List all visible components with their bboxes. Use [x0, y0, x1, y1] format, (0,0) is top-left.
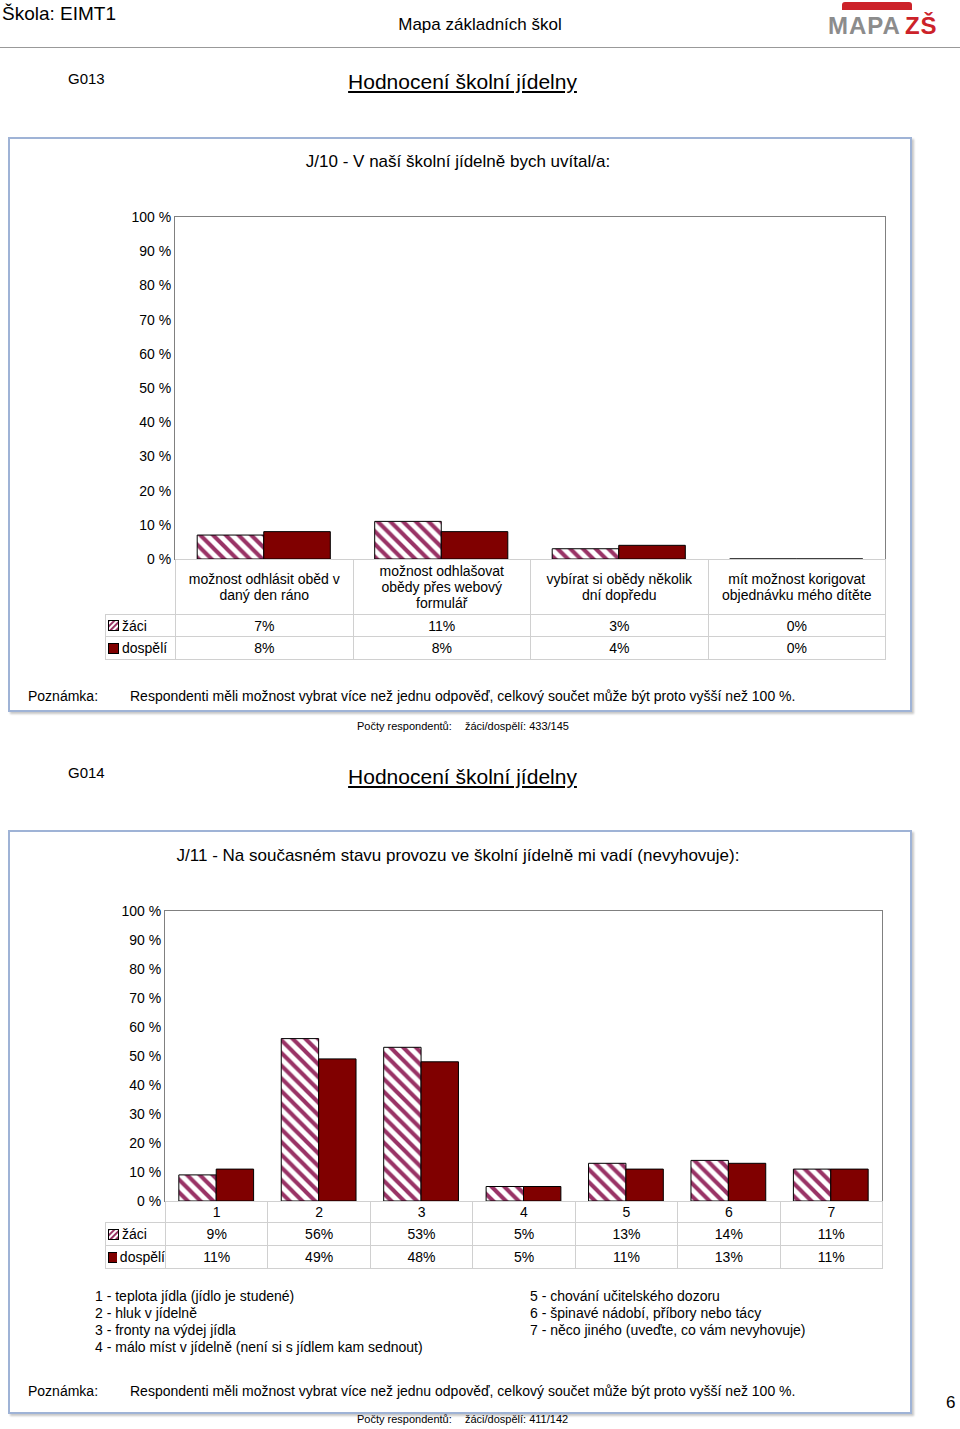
html-text:8%: 8%: [431, 640, 452, 656]
svg-text:60 %: 60 %: [139, 346, 171, 362]
html-text:14%: 14%: [714, 1226, 743, 1242]
html-text:možnost odhlásit oběd v daný d: možnost odhlásit oběd v daný den ráno: [188, 571, 340, 603]
html-text:11%: 11%: [612, 1249, 640, 1265]
html-text:7: 7: [827, 1204, 836, 1220]
svg-text:10 %: 10 %: [139, 517, 171, 533]
html-text:možnost odhlašovat obědy přes: možnost odhlašovat obědy přes webový for…: [379, 563, 504, 611]
html-text:49%: 49%: [305, 1249, 334, 1265]
html-text:0%: 0%: [786, 617, 807, 634]
html-text:J/11 - Na současném stavu prov: J/11 - Na současném stavu provozu ve ško…: [176, 846, 740, 865]
svg-text:100 %: 100 %: [131, 209, 171, 225]
html-text:48%: 48%: [407, 1249, 436, 1265]
html-text:5: 5: [622, 1204, 631, 1220]
html-text:5 - chování učitelského dozoru: 5 - chování učitelského dozoru: [530, 1288, 720, 1304]
svg-text:30 %: 30 %: [139, 448, 171, 464]
svg-text:20 %: 20 %: [139, 483, 171, 499]
html-text:4: 4: [520, 1204, 528, 1220]
html-text:Poznámka:: Poznámka:: [28, 688, 98, 704]
html-text:0%: 0%: [786, 640, 807, 656]
html-text:13%: 13%: [714, 1249, 743, 1265]
html-text:5%: 5%: [513, 1249, 535, 1265]
svg-text:10 %: 10 %: [129, 1164, 161, 1180]
html-text:G014: G014: [68, 764, 105, 781]
html-text:7 - něco jiného (uveďte, co vá: 7 - něco jiného (uveďte, co vám nevyhovu…: [530, 1322, 806, 1338]
html-text:dospělí: dospělí: [122, 640, 168, 656]
svg-text:20 %: 20 %: [129, 1135, 161, 1151]
svg-text:100 %: 100 %: [121, 903, 161, 919]
html-text:žáci: žáci: [122, 1226, 147, 1242]
html-text:6: 6: [725, 1204, 733, 1220]
html-text:Respondenti měli možnost vybra: Respondenti měli možnost vybrat více než…: [130, 1383, 796, 1399]
html-text:13%: 13%: [612, 1226, 641, 1242]
svg-text:50 %: 50 %: [139, 380, 171, 396]
html-text:J/10 - V naší školní jídelně b: J/10 - V naší školní jídelně bych uvítal…: [305, 152, 611, 171]
html-text:Poznámka:: Poznámka:: [28, 1383, 98, 1399]
html-text:2 - hluk v jídelně: 2 - hluk v jídelně: [95, 1305, 197, 1321]
html-text:11%: 11%: [817, 1249, 845, 1265]
svg-text:0 %: 0 %: [147, 551, 171, 567]
html-text:Hodnocení školní jídelny: Hodnocení školní jídelny: [348, 70, 577, 93]
html-text:žáci: žáci: [122, 617, 147, 634]
svg-text:80 %: 80 %: [139, 277, 171, 293]
svg-text:90 %: 90 %: [139, 243, 171, 259]
html-text:1: 1: [212, 1204, 221, 1220]
html-text:MAPA ZŠ: MAPA ZŠ: [828, 12, 938, 39]
html-text:1 - teplota jídla (jídlo je st: 1 - teplota jídla (jídlo je studené): [95, 1288, 295, 1304]
svg-text:90 %: 90 %: [129, 932, 161, 948]
svg-text:60 %: 60 %: [129, 1019, 161, 1035]
html-text:4%: 4%: [609, 640, 630, 656]
html-text:8%: 8%: [254, 640, 275, 656]
html-text:mít možnost korigovat objednáv: mít možnost korigovat objednávku mého dí…: [722, 571, 872, 603]
html-text:5%: 5%: [513, 1226, 535, 1242]
svg-text:0 %: 0 %: [137, 1193, 161, 1209]
html-text:11%: 11%: [817, 1226, 845, 1242]
html-text:vybírat si obědy několik dní d: vybírat si obědy několik dní dopředu: [546, 571, 692, 603]
html-text:7%: 7%: [254, 617, 275, 634]
html-text:Respondenti měli možnost vybra: Respondenti měli možnost vybrat více než…: [130, 688, 796, 704]
html-text:žáci/dospělí: 411/142: žáci/dospělí: 411/142: [465, 1413, 569, 1425]
html-text:6: 6: [946, 1393, 956, 1412]
html-text:Škola: EIMT1: Škola: EIMT1: [2, 3, 116, 24]
html-text:11%: 11%: [203, 1249, 231, 1265]
html-text:3 - fronty na výdej jídla: 3 - fronty na výdej jídla: [95, 1322, 236, 1338]
html-text:2: 2: [315, 1204, 323, 1220]
html-text:9%: 9%: [206, 1226, 227, 1242]
svg-text:80 %: 80 %: [129, 961, 161, 977]
html-text:Počty respondentů:: Počty respondentů:: [357, 1413, 452, 1425]
svg-text:50 %: 50 %: [129, 1048, 161, 1064]
html-text:dospělí: dospělí: [119, 1249, 165, 1265]
html-text:Počty respondentů:: Počty respondentů:: [357, 720, 452, 732]
html-text:žáci/dospělí: 433/145: žáci/dospělí: 433/145: [465, 720, 569, 732]
html-text:4 - málo míst v jídelně (není: 4 - málo míst v jídelně (není si s jídle…: [95, 1339, 423, 1355]
html-text:56%: 56%: [305, 1226, 334, 1242]
svg-text:40 %: 40 %: [129, 1077, 161, 1093]
html-text:3%: 3%: [609, 617, 630, 634]
html-text:Hodnocení školní jídelny: Hodnocení školní jídelny: [348, 765, 577, 788]
svg-text:70 %: 70 %: [139, 312, 171, 328]
html-text:6 - špinavé nádobí, příbory ne: 6 - špinavé nádobí, příbory nebo tácy: [530, 1305, 762, 1321]
html-text:11%: 11%: [428, 617, 456, 634]
svg-text:30 %: 30 %: [129, 1106, 161, 1122]
html-text:53%: 53%: [407, 1226, 436, 1242]
html-text:Mapa základních škol: Mapa základních škol: [398, 15, 562, 34]
svg-text:70 %: 70 %: [129, 990, 161, 1006]
svg-text:40 %: 40 %: [139, 414, 171, 430]
html-text:G013: G013: [68, 70, 105, 87]
html-text:3: 3: [417, 1204, 426, 1220]
